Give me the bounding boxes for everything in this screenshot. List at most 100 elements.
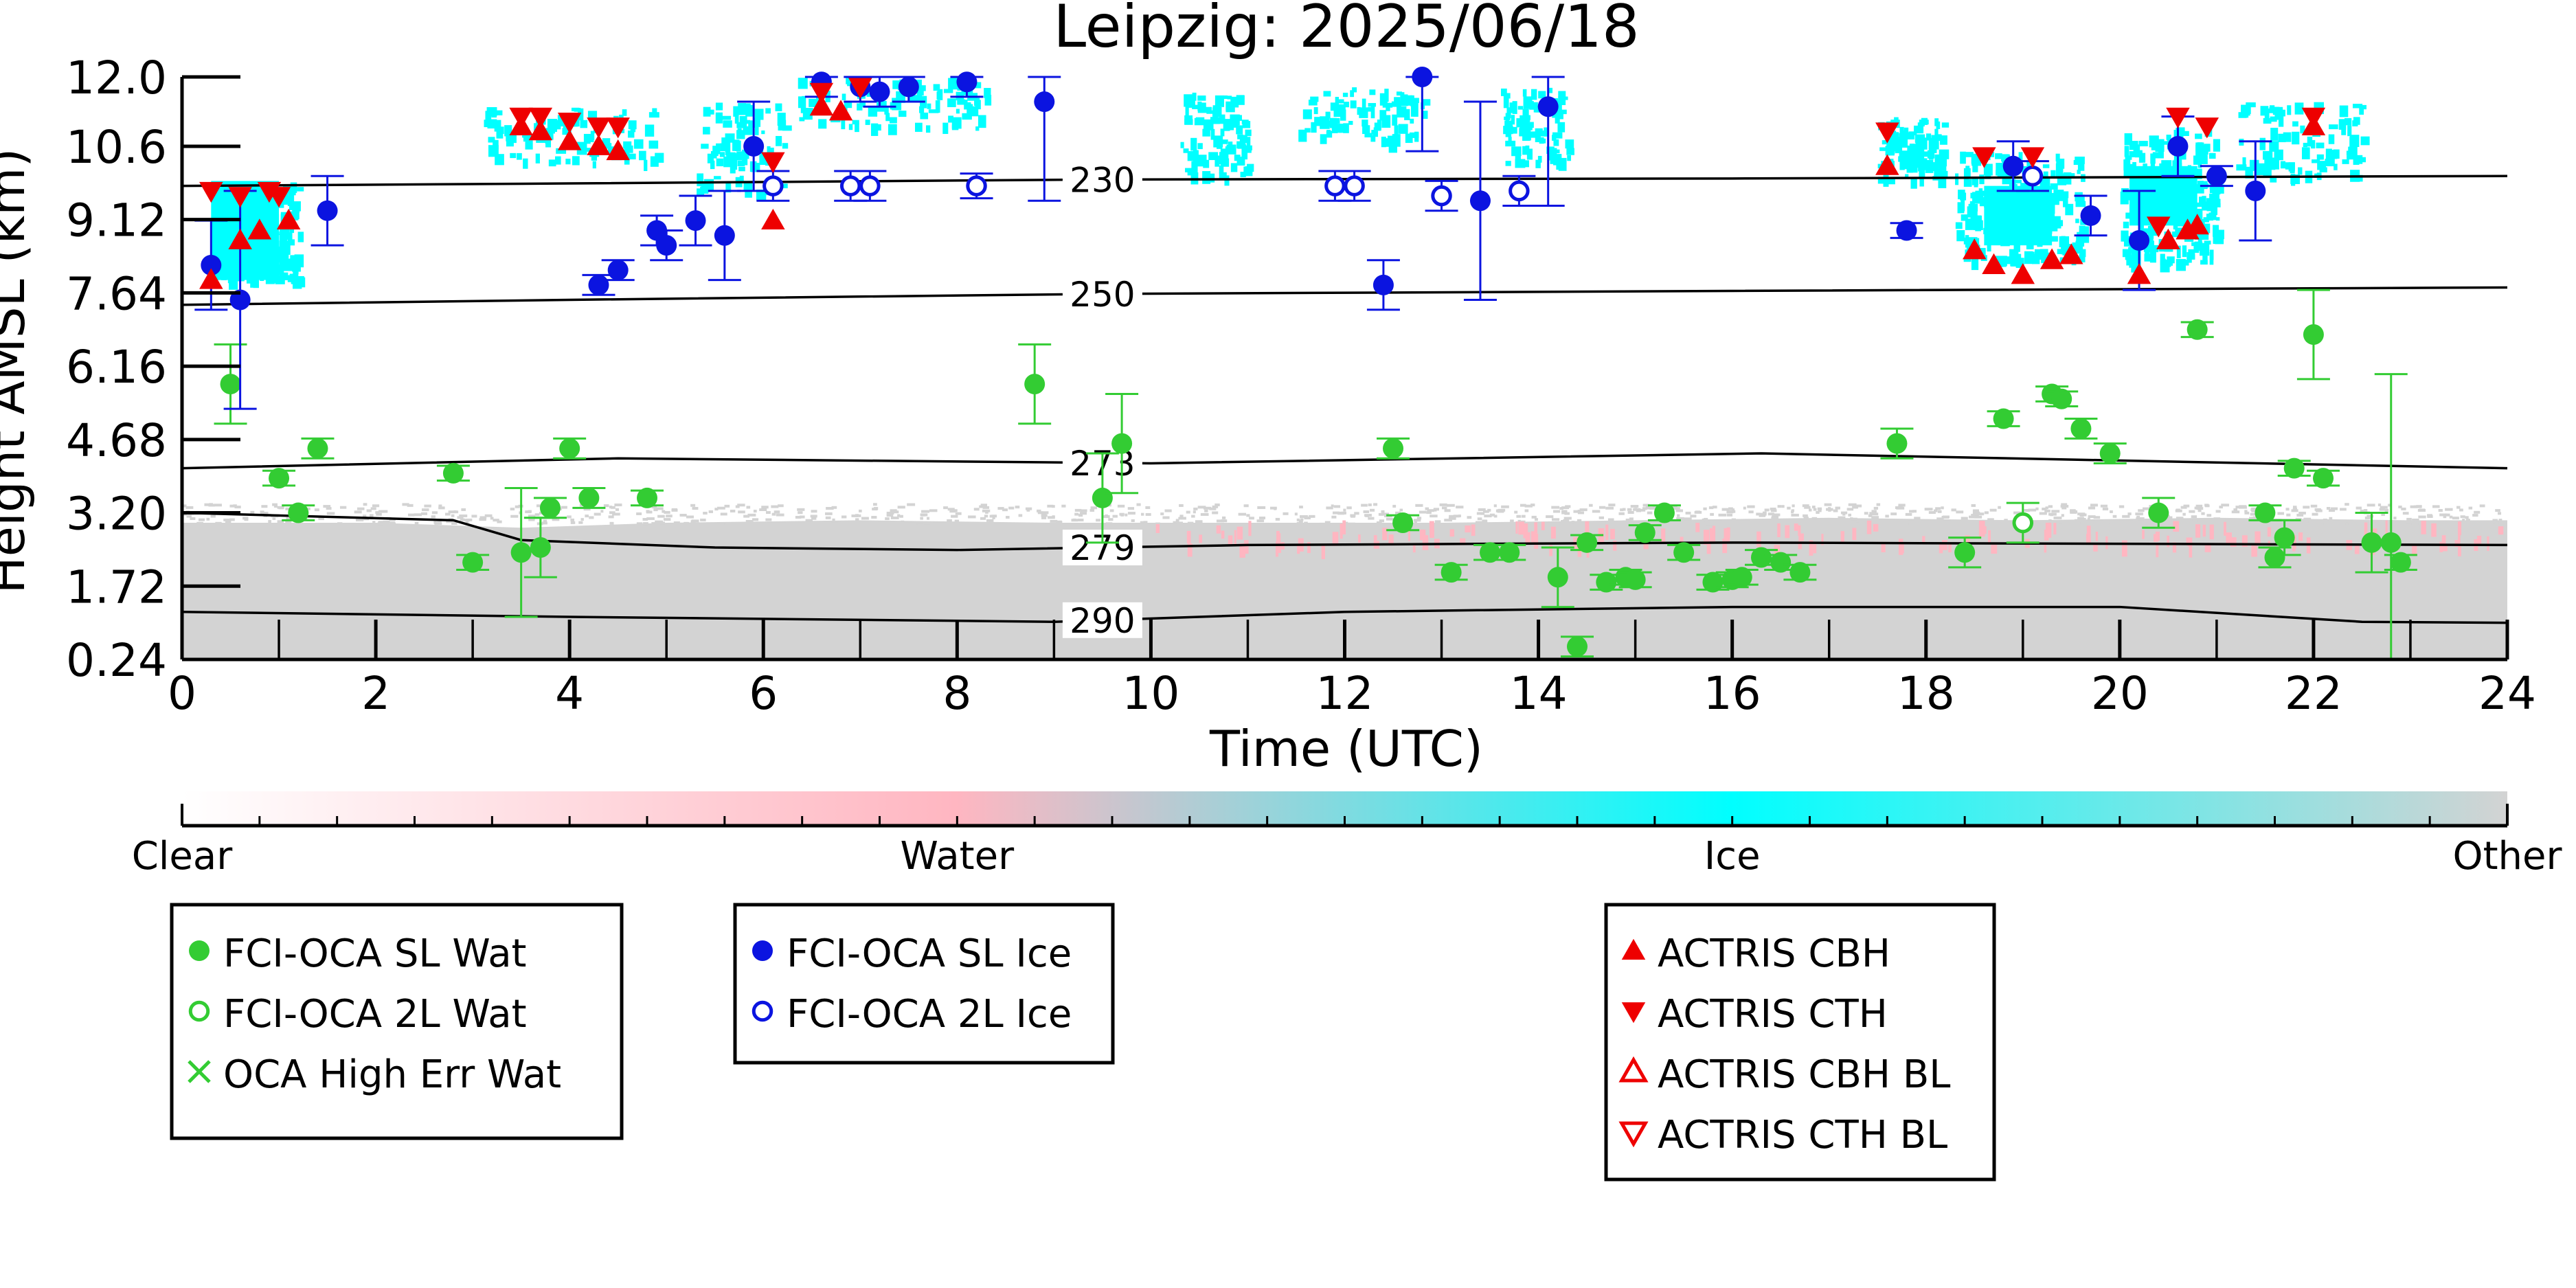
ice-region [899,111,907,117]
other-layer [536,504,543,508]
other-layer [954,519,960,523]
water-region [1234,530,1236,545]
ice-region [1908,131,1917,136]
other-layer [1145,512,1151,516]
other-layer [1702,518,1706,521]
ice-region [2215,237,2224,245]
data-point-fci-oca-sl-ice [685,210,706,231]
data-point-fci-oca-sl-ice [229,289,251,310]
water-region [1794,523,1798,531]
water-region [1515,521,1518,534]
other-layer [1119,512,1125,516]
data-point-fci-oca-sl-wat [1024,374,1046,395]
other-layer [1186,510,1190,514]
other-layer [186,515,192,518]
ice-region [2125,155,2132,160]
ice-region [964,100,968,110]
other-layer [1838,516,1846,519]
other-layer [2303,506,2310,509]
other-layer [446,520,455,523]
other-layer [1649,506,1656,510]
data-point-actris-cth [267,187,291,208]
other-layer [451,521,457,525]
ice-region [876,124,881,131]
ice-region [697,188,705,195]
other-layer [1160,512,1164,516]
ice-region [1197,101,1202,111]
ice-region [1541,138,1546,144]
water-region [1840,531,1844,544]
ice-region [1223,95,1228,100]
ice-region [293,269,299,275]
water-region [2412,543,2417,556]
water-region [2364,522,2368,537]
other-layer [2213,517,2220,521]
water-region [2498,526,2504,535]
other-layer [992,516,995,519]
data-point-fci-oca-sl-ice [1896,220,1917,241]
other-layer [2406,521,2410,524]
ice-region [1970,210,1978,222]
other-layer [370,507,376,510]
ice-region [1410,104,1419,117]
other-layer [185,506,194,509]
water-region [2255,531,2261,544]
ice-region [738,166,745,172]
other-layer [277,520,284,523]
other-layer [873,503,877,506]
ice-region [2362,157,2366,163]
water-region [1471,524,1476,536]
other-layer [708,510,713,513]
contour-label-bg [1062,275,1142,312]
other-layer [233,504,237,508]
legend-marker [1618,1121,1649,1148]
other-layer [1896,506,1905,510]
ice-region [2123,221,2129,229]
ice-region [2160,141,2170,145]
data-point-actris-cbh [2156,228,2180,249]
water-region [1276,543,1282,553]
other-layer [1441,506,1447,510]
other-layer [1905,512,1912,516]
ice-region [1926,133,1932,141]
other-layer [1195,520,1203,523]
other-layer [1704,519,1709,523]
ice-region [535,153,540,163]
ice-region [1934,128,1939,140]
ice-region [1311,122,1317,133]
other-layer [1787,506,1791,510]
water-region [2195,524,2201,538]
other-layer [2219,506,2223,509]
water-region [2202,524,2206,537]
other-layer [2189,510,2195,513]
other-layer [2077,521,2080,524]
ice-region [2209,193,2219,200]
other-layer [1343,508,1346,512]
ice-region [852,120,859,125]
other-layer [973,508,980,511]
other-layer [1818,509,1822,512]
other-layer [979,505,986,508]
ice-region [888,124,897,135]
other-layer [666,515,673,518]
other-layer [407,504,414,507]
other-layer [1851,517,1857,521]
other-layer [1484,515,1492,518]
other-layer [1933,509,1938,512]
ice-region [973,82,982,89]
other-layer [1047,504,1054,508]
ice-region [1226,144,1236,155]
other-layer [2090,504,2098,507]
other-layer [1676,517,1684,520]
other-layer [1598,516,1605,519]
other-layer [260,510,264,514]
other-layer [1179,515,1184,518]
other-layer [2410,505,2418,508]
other-layer [1427,509,1435,512]
ice-region [1963,168,1971,179]
water-region [1965,535,1970,546]
ice-region [297,187,304,192]
data-point-fci-oca-sl-wat [1625,569,1646,590]
other-layer [1871,516,1879,519]
ice-region [1225,123,1230,128]
